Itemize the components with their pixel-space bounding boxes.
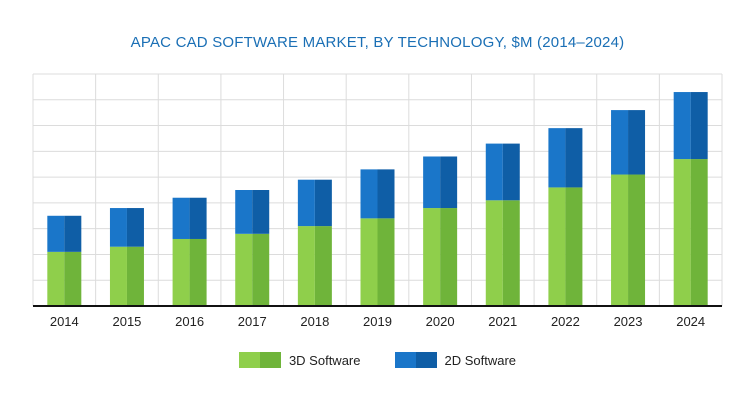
- bar-3d-2014: [47, 251, 65, 306]
- legend-item-3d: 3D Software: [238, 352, 361, 368]
- bar-3d-shade-2018: [314, 226, 332, 306]
- x-tick-label: 2021: [488, 314, 517, 329]
- x-tick-label: 2024: [676, 314, 705, 329]
- bar-2d-2016: [172, 197, 190, 239]
- bar-3d-shade-2015: [126, 246, 144, 306]
- bar-2d-shade-2016: [189, 197, 207, 239]
- x-tick-label: 2018: [300, 314, 329, 329]
- bar-3d-shade-2020: [440, 208, 458, 306]
- bar-2d-2019: [360, 169, 378, 219]
- bar-2d-2024: [673, 92, 691, 160]
- bar-2d-shade-2022: [565, 128, 583, 188]
- bar-2d-2017: [235, 190, 253, 234]
- x-tick-label: 2014: [50, 314, 79, 329]
- bar-3d-2015: [109, 246, 127, 306]
- legend-swatch-2d: [394, 352, 437, 368]
- bar-2d-shade-2023: [628, 110, 646, 175]
- bar-2d-2022: [548, 128, 566, 188]
- bar-3d-2019: [360, 218, 378, 306]
- legend: 3D Software 2D Software: [0, 352, 755, 368]
- bar-3d-2016: [172, 238, 190, 306]
- x-tick-label: 2023: [614, 314, 643, 329]
- bar-3d-2017: [235, 233, 253, 306]
- bar-2d-shade-2015: [126, 208, 144, 247]
- bar-2d-shade-2020: [440, 156, 458, 209]
- bar-2d-2015: [109, 208, 127, 247]
- bar-2d-shade-2024: [690, 92, 708, 160]
- bar-2d-shade-2019: [377, 169, 395, 219]
- legend-swatch-3d: [238, 352, 281, 368]
- x-tick-label: 2015: [112, 314, 141, 329]
- legend-item-2d: 2D Software: [394, 352, 517, 368]
- bar-3d-2021: [485, 200, 503, 306]
- bar-3d-shade-2016: [189, 238, 207, 306]
- bar-2d-2023: [611, 110, 629, 175]
- bar-3d-2020: [423, 208, 441, 306]
- legend-label-3d: 3D Software: [288, 352, 361, 368]
- x-tick-label: 2016: [175, 314, 204, 329]
- bar-2d-shade-2021: [502, 143, 520, 201]
- bar-2d-shade-2014: [64, 215, 82, 252]
- x-tick-label: 2017: [238, 314, 267, 329]
- legend-label-2d: 2D Software: [444, 352, 517, 368]
- chart-title: APAC CAD SOFTWARE MARKET, BY TECHNOLOGY,…: [130, 34, 625, 51]
- bar-3d-shade-2019: [377, 218, 395, 306]
- bar-3d-shade-2022: [565, 187, 583, 306]
- bar-3d-2024: [673, 159, 691, 306]
- bar-3d-shade-2023: [628, 174, 646, 306]
- bar-2d-2014: [47, 215, 65, 252]
- bar-2d-2020: [423, 156, 441, 209]
- bar-3d-shade-2017: [252, 233, 270, 306]
- x-tick-label: 2020: [426, 314, 455, 329]
- bar-2d-shade-2018: [314, 179, 332, 227]
- bar-3d-shade-2014: [64, 251, 82, 306]
- bar-3d-shade-2024: [690, 159, 708, 306]
- x-tick-label: 2022: [551, 314, 580, 329]
- bar-2d-2018: [297, 179, 315, 227]
- bar-chart: 2014 2015 2016 2017 2018 2019 2020 2021 2022 2023…: [32, 73, 723, 329]
- bar-3d-2022: [548, 187, 566, 306]
- bar-3d-2023: [611, 174, 629, 306]
- bar-3d-2018: [297, 226, 315, 306]
- x-tick-label: 2019: [363, 314, 392, 329]
- bar-2d-shade-2017: [252, 190, 270, 234]
- bar-2d-2021: [485, 143, 503, 201]
- bar-3d-shade-2021: [502, 200, 520, 306]
